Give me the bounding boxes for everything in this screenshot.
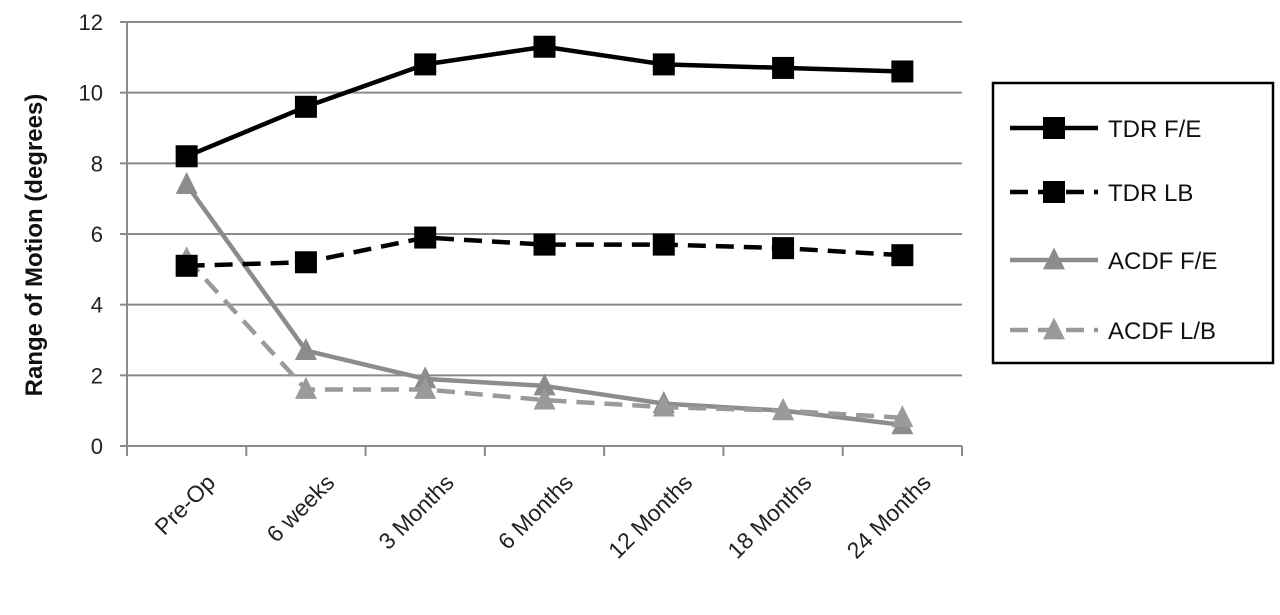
x-tick-label: 12 Months (603, 469, 697, 563)
x-tick-labels: Pre-Op 6 weeks 3 Months 6 Months 12 Months 18… (149, 469, 936, 563)
data-point (533, 233, 556, 256)
y-tick-label: 0 (91, 434, 103, 459)
series-layer (175, 35, 914, 435)
legend-item: TDR F/E (1010, 116, 1201, 143)
legend-marker (1043, 317, 1065, 340)
data-point (891, 244, 914, 267)
y-tick-label: 2 (91, 363, 103, 388)
data-point (175, 254, 198, 277)
data-point (414, 376, 437, 399)
legend-label: ACDF L/B (1108, 318, 1216, 345)
data-point (772, 56, 795, 79)
data-point (294, 338, 317, 361)
series-tdr-f-e (175, 35, 914, 168)
x-tick-label: 6 Months (493, 469, 578, 554)
y-tick-label: 6 (91, 222, 103, 247)
data-point (652, 394, 675, 417)
data-point (533, 35, 556, 58)
data-point (414, 53, 437, 76)
data-point (891, 405, 914, 428)
data-point (175, 145, 198, 168)
x-tick-label: 3 Months (373, 469, 458, 554)
legend-marker (1043, 247, 1065, 270)
x-tick-label: 18 Months (722, 469, 816, 563)
data-point (652, 233, 675, 256)
x-tick-label: 6 weeks (261, 469, 339, 547)
legend-label: ACDF F/E (1108, 248, 1217, 275)
data-point (294, 95, 317, 118)
data-point (772, 398, 795, 421)
data-point (175, 171, 198, 194)
series-line (185, 44, 903, 159)
axes (120, 21, 963, 456)
data-point (652, 53, 675, 76)
data-point (414, 226, 437, 249)
y-axis-label: Range of Motion (degrees) (21, 94, 48, 397)
legend-label: TDR F/E (1108, 116, 1201, 143)
data-point (533, 387, 556, 410)
data-point (891, 60, 914, 83)
legend-item: TDR LB (1010, 180, 1193, 207)
y-tick-labels: 0 2 4 6 8 10 12 (79, 10, 103, 459)
y-tick-label: 12 (79, 10, 103, 35)
legend-item: ACDF L/B (1010, 317, 1216, 345)
y-tick-label: 10 (79, 81, 103, 106)
series-tdr-lb (175, 226, 914, 277)
legend-item: ACDF F/E (1010, 247, 1217, 275)
x-tick-label: 24 Months (842, 469, 936, 563)
series-acdf-l-b (175, 246, 914, 428)
data-point (294, 376, 317, 399)
y-tick-label: 4 (91, 293, 103, 318)
legend: TDR F/E TDR LB ACDF F/E ACDF L/B (991, 81, 1275, 365)
legend-marker (1043, 181, 1065, 203)
legend-label: TDR LB (1108, 180, 1193, 207)
data-point (772, 237, 795, 260)
x-tick-label: Pre-Op (149, 469, 220, 540)
legend-marker (1043, 117, 1065, 139)
data-point (294, 251, 317, 274)
y-tick-label: 8 (91, 151, 103, 176)
gridlines (127, 21, 962, 377)
data-point (533, 373, 556, 396)
